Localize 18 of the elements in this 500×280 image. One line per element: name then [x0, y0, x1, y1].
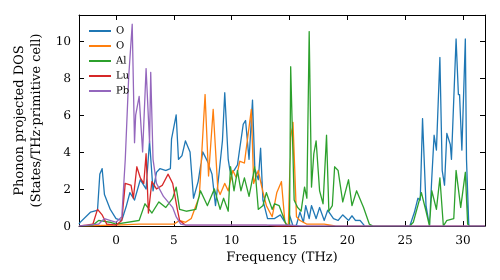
x-tick-label: 20	[340, 233, 355, 247]
x-tick-label: 10	[224, 233, 240, 247]
y-tick-label: 2	[63, 182, 71, 196]
x-tick-label: 30	[455, 233, 471, 247]
x-tick-label: 0	[112, 233, 120, 247]
y-tick-label: 10	[56, 34, 71, 48]
x-tick-label: 15	[282, 233, 298, 247]
y-axis-title: Phonon projected DOS (States/THz·primitive cell)	[12, 33, 44, 208]
y-tick-label: 6	[63, 108, 71, 122]
y-tick-label: 0	[63, 219, 71, 233]
x-axis-title: Frequency (THz)	[226, 250, 338, 265]
legend-label: O	[116, 26, 124, 36]
legend-label: Al	[115, 56, 126, 66]
x-tick-label: 5	[170, 233, 178, 247]
legend-label: O	[116, 40, 124, 52]
y-tick-label: 8	[63, 70, 71, 85]
x-tick-label: 25	[398, 233, 413, 247]
y-tick-label: 4	[63, 144, 72, 159]
